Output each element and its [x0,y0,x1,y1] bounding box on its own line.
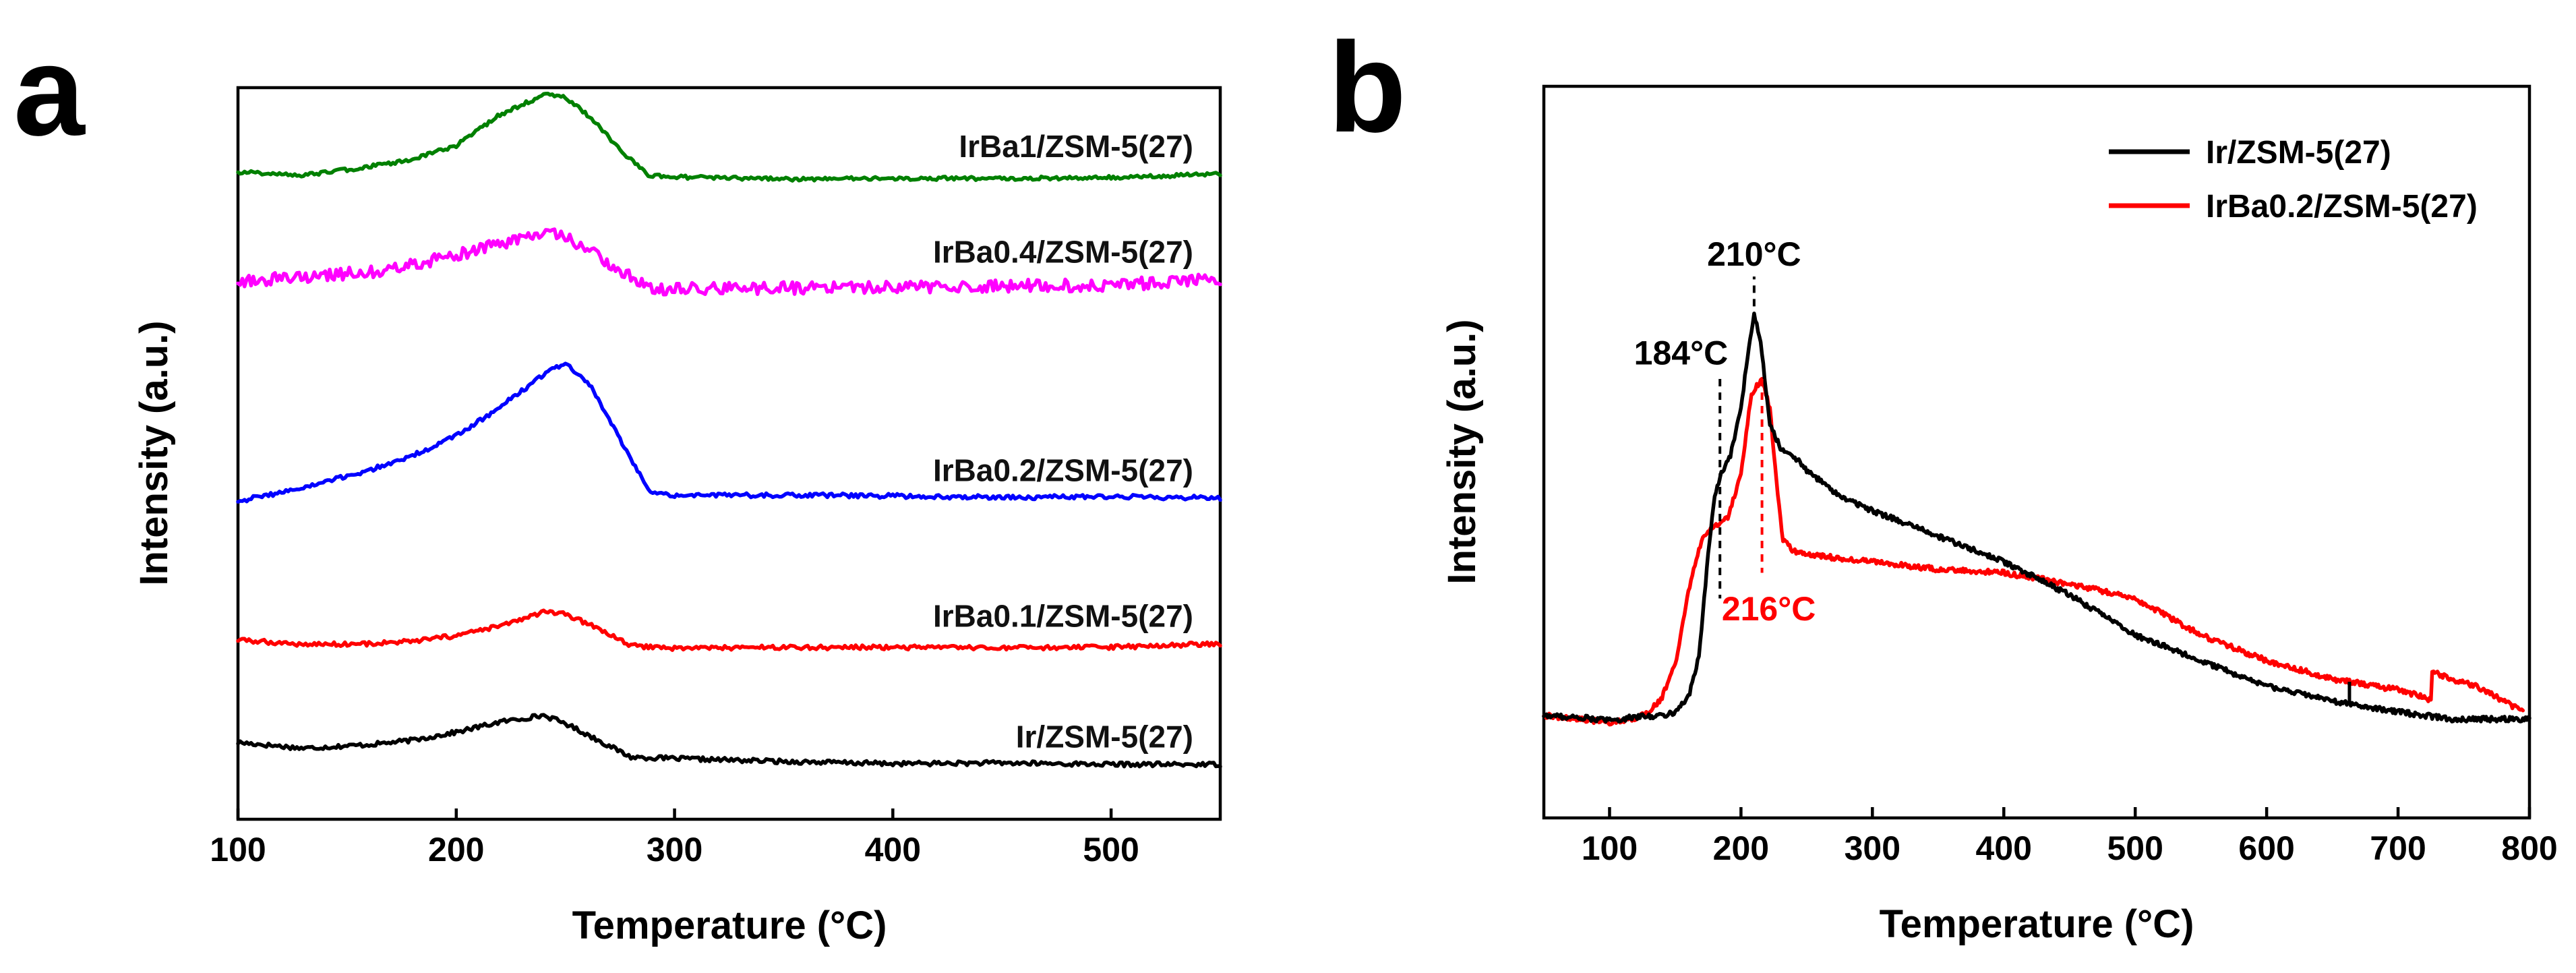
panel-b-chart: b 100 200 300 400 500 600 700 800 210°C 184°C 216… [1328,16,2558,946]
panel-b-series-group [1542,312,2532,727]
annotation-label-184: 184°C [1634,334,1729,372]
panel-b-peak-annotations: 210°C 184°C 216°C [1634,235,1816,628]
panel-b-x-tick-label: 300 [1845,829,1900,867]
panel-a-x-axis-title: Temperature (°C) [572,904,887,947]
panel-a-series-irba0-4-zsm-5-27 [236,227,1222,297]
annotation-label-210: 210°C [1707,235,1801,273]
panel-a-x-tick-label: 200 [428,831,484,868]
panel-b-series-irba0-2-zsm-5-27 [1542,376,2525,727]
panel-a-x-ticks: 100 200 300 400 500 [210,808,1139,868]
panel-b-letter: b [1328,16,1406,159]
panel-a-plot-frame [236,86,1222,821]
panel-b-y-axis-title: Intensity (a.u.) [1440,319,1484,584]
legend-label-ir-zsm-5-27: Ir/ZSM-5(27) [2206,135,2391,171]
panel-a-series-irba0-1-zsm-5-27 [236,608,1222,652]
panel-b-x-tick-label: 600 [2238,829,2294,867]
panel-b-x-tick-label: 800 [2501,829,2557,867]
panel-a-series-group [236,92,1222,769]
panel-a-series-label-irba0-2-zsm-5-27: IrBa0.2/ZSM-5(27) [933,453,1193,488]
panel-a-series-label-ir-zsm-5-27: Ir/ZSM-5(27) [1016,719,1193,755]
panel-b-x-tick-label: 500 [2107,829,2163,867]
panel-a-x-tick-label: 100 [210,831,266,868]
panel-a-series-irba1-zsm-5-27 [236,92,1222,183]
panel-b-x-tick-label: 200 [1713,829,1769,867]
panel-b-x-ticks: 100 200 300 400 500 600 700 800 [1582,807,2558,867]
panel-a-series-label-irba0-1-zsm-5-27: IrBa0.1/ZSM-5(27) [933,599,1193,634]
panel-b-x-tick-label: 400 [1976,829,2032,867]
panel-b-x-tick-label: 100 [1582,829,1638,867]
panel-b-series-ir-zsm-5-27 [1542,312,2532,724]
panel-b-legend: Ir/ZSM-5(27) IrBa0.2/ZSM-5(27) [2109,135,2478,225]
panel-a-x-tick-label: 300 [647,831,702,868]
panel-a-series-irba0-2-zsm-5-27 [236,361,1222,504]
panel-a-series-label-irba1-zsm-5-27: IrBa1/ZSM-5(27) [959,129,1193,164]
panel-a-series-labels: Ir/ZSM-5(27) IrBa0.1/ZSM-5(27) IrBa0.2/ZSM… [933,129,1193,755]
panel-a-x-tick-label: 400 [865,831,921,868]
annotation-label-216: 216°C [1722,590,1816,628]
panel-a-y-axis-title: Intensity (a.u.) [132,320,176,585]
panel-a-x-tick-label: 500 [1083,831,1139,868]
panel-b-x-tick-label: 700 [2370,829,2426,867]
legend-label-irba0-2-zsm-5-27: IrBa0.2/ZSM-5(27) [2206,189,2478,225]
panel-a-letter: a [13,20,86,163]
panel-b-plot-frame [1542,84,2532,820]
panel-b-x-axis-title: Temperature (°C) [1880,902,2194,946]
panel-a-series-ir-zsm-5-27 [236,713,1222,769]
panel-a-series-label-irba0-4-zsm-5-27: IrBa0.4/ZSM-5(27) [933,234,1193,269]
panel-a-chart: a 100 200 300 400 500 Ir/ZSM-5(27) IrBa0.1/ZS… [13,20,1222,947]
